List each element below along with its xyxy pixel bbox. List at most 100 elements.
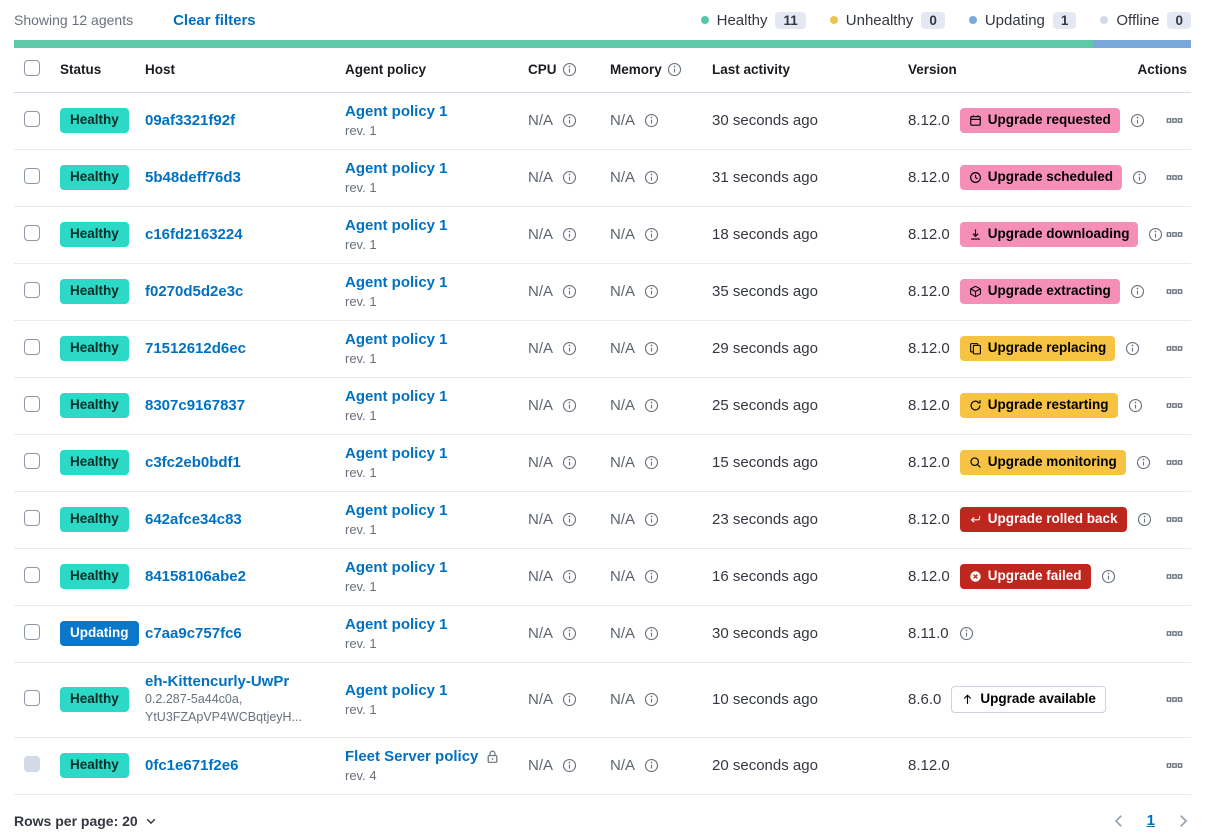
row-checkbox[interactable] (24, 110, 40, 127)
info-icon[interactable] (562, 398, 577, 413)
agent-policy-link[interactable]: Fleet Server policy (345, 748, 479, 765)
agent-policy-link[interactable]: Agent policy 1 (345, 559, 448, 576)
row-checkbox[interactable] (24, 566, 40, 583)
info-icon[interactable] (644, 626, 659, 641)
actions-menu-button[interactable] (1166, 397, 1183, 414)
info-icon[interactable] (644, 341, 659, 356)
info-icon[interactable] (644, 170, 659, 185)
actions-menu-button[interactable] (1166, 511, 1183, 528)
page-number-1[interactable]: 1 (1146, 812, 1155, 829)
row-checkbox[interactable] (24, 281, 40, 298)
policy-revision: rev. 1 (345, 702, 377, 717)
info-icon[interactable] (1130, 113, 1145, 128)
host-link[interactable]: 642afce34c83 (145, 511, 242, 528)
row-checkbox[interactable] (24, 452, 40, 469)
actions-menu-button[interactable] (1166, 454, 1183, 471)
info-icon[interactable] (1136, 455, 1151, 470)
info-icon[interactable] (644, 227, 659, 242)
info-icon[interactable] (562, 284, 577, 299)
actions-menu-button[interactable] (1166, 283, 1183, 300)
info-icon[interactable] (644, 113, 659, 128)
info-icon[interactable] (644, 569, 659, 584)
last-activity: 35 seconds ago (712, 283, 818, 300)
info-icon[interactable] (1130, 284, 1145, 299)
info-icon[interactable] (562, 113, 577, 128)
host-link[interactable]: c16fd2163224 (145, 226, 243, 243)
host-link[interactable]: 71512612d6ec (145, 340, 246, 357)
agent-policy-link[interactable]: Agent policy 1 (345, 682, 448, 699)
row-checkbox[interactable] (24, 338, 40, 355)
row-checkbox[interactable] (24, 509, 40, 526)
host-link[interactable]: f0270d5d2e3c (145, 283, 244, 300)
info-icon[interactable] (1128, 398, 1143, 413)
actions-menu-button[interactable] (1166, 112, 1183, 129)
info-icon[interactable] (562, 692, 577, 707)
info-icon[interactable] (644, 512, 659, 527)
info-icon[interactable] (562, 758, 577, 773)
info-icon[interactable] (644, 398, 659, 413)
row-checkbox[interactable] (24, 689, 40, 706)
agent-policy-link[interactable]: Agent policy 1 (345, 502, 448, 519)
info-icon[interactable] (562, 170, 577, 185)
agent-row: Healthy 0fc1e671f2e6 Fleet Server policy… (14, 737, 1191, 795)
rows-per-page-selector[interactable]: Rows per page: 20 (14, 813, 158, 829)
host-link[interactable]: 84158106abe2 (145, 568, 246, 585)
host-link[interactable]: c7aa9c757fc6 (145, 625, 242, 642)
chevron-right-icon[interactable] (1175, 813, 1191, 829)
policy-revision: rev. 1 (345, 351, 377, 366)
host-link[interactable]: 09af3321f92f (145, 112, 236, 129)
clear-filters-link[interactable]: Clear filters (173, 11, 256, 29)
actions-menu-button[interactable] (1166, 625, 1183, 642)
agent-policy-link[interactable]: Agent policy 1 (345, 445, 448, 462)
info-icon[interactable] (1132, 170, 1147, 185)
version-cell: 8.12.0 Upgrade scheduled (908, 165, 1115, 190)
info-icon[interactable] (667, 62, 682, 77)
agent-row: Healthy 84158106abe2 Agent policy 1 rev.… (14, 548, 1191, 606)
actions-menu-button[interactable] (1166, 226, 1183, 243)
info-icon[interactable] (562, 341, 577, 356)
agent-policy-link[interactable]: Agent policy 1 (345, 103, 448, 120)
row-checkbox[interactable] (24, 395, 40, 412)
host-link[interactable]: 0fc1e671f2e6 (145, 757, 239, 774)
actions-menu-button[interactable] (1166, 691, 1183, 708)
agent-policy-link[interactable]: Agent policy 1 (345, 388, 448, 405)
host-link[interactable]: 5b48deff76d3 (145, 169, 241, 186)
info-icon[interactable] (1137, 512, 1152, 527)
chevron-left-icon[interactable] (1111, 813, 1127, 829)
agent-policy-link[interactable]: Agent policy 1 (345, 331, 448, 348)
row-checkbox[interactable] (24, 623, 40, 640)
agent-policy-link[interactable]: Agent policy 1 (345, 217, 448, 234)
row-checkbox[interactable] (24, 224, 40, 241)
row-checkbox[interactable] (24, 167, 40, 184)
info-icon[interactable] (959, 626, 974, 641)
status-badge: Healthy (60, 450, 129, 475)
version-value: 8.12.0 (908, 339, 950, 357)
info-icon[interactable] (1148, 227, 1163, 242)
info-icon[interactable] (562, 62, 577, 77)
actions-menu-button[interactable] (1166, 340, 1183, 357)
agent-policy-link[interactable]: Agent policy 1 (345, 160, 448, 177)
info-icon[interactable] (1125, 341, 1140, 356)
info-icon[interactable] (562, 227, 577, 242)
agent-policy-link[interactable]: Agent policy 1 (345, 274, 448, 291)
actions-menu-button[interactable] (1166, 568, 1183, 585)
agent-row: Updating c7aa9c757fc6 Agent policy 1 rev… (14, 605, 1191, 663)
info-icon[interactable] (644, 284, 659, 299)
info-icon[interactable] (562, 455, 577, 470)
host-link[interactable]: 8307c9167837 (145, 397, 246, 414)
info-icon[interactable] (644, 455, 659, 470)
info-icon[interactable] (562, 512, 577, 527)
host-link[interactable]: c3fc2eb0bdf1 (145, 454, 241, 471)
info-icon[interactable] (1101, 569, 1116, 584)
info-icon[interactable] (562, 569, 577, 584)
agent-row: Healthy eh-Kittencurly-UwPr 0.2.287-5a44… (14, 662, 1191, 738)
actions-menu-button[interactable] (1166, 169, 1183, 186)
actions-menu-button[interactable] (1166, 757, 1183, 774)
host-link[interactable]: eh-Kittencurly-UwPr (145, 672, 290, 690)
last-activity: 10 seconds ago (712, 691, 818, 708)
agent-policy-link[interactable]: Agent policy 1 (345, 616, 448, 633)
info-icon[interactable] (644, 758, 659, 773)
select-all-checkbox[interactable] (24, 60, 40, 77)
info-icon[interactable] (562, 626, 577, 641)
info-icon[interactable] (644, 692, 659, 707)
